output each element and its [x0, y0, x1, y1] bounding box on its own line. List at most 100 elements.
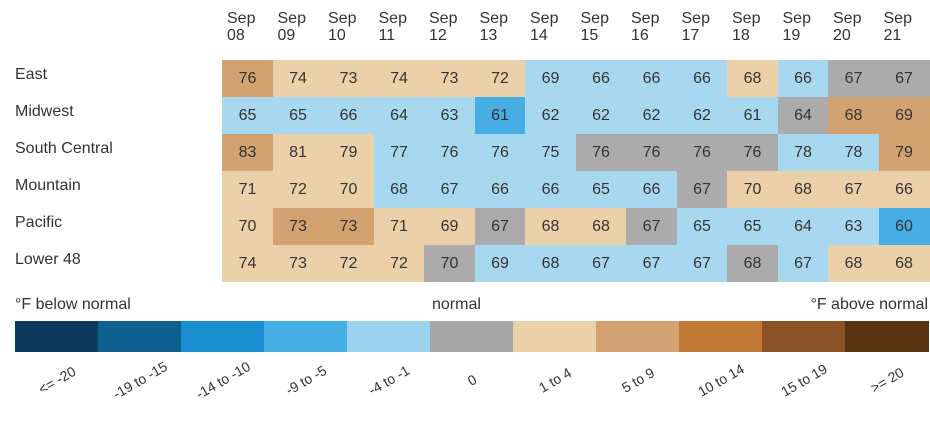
heatmap-cell: 66 — [777, 60, 829, 97]
column-label: Sep 09 — [277, 10, 306, 44]
heatmap-cell: 66 — [575, 60, 627, 97]
legend-label: <= -20 — [34, 362, 79, 398]
heatmap-cell: 74 — [222, 245, 273, 282]
row-label: South Central — [15, 140, 113, 157]
heatmap-cell: 69 — [878, 97, 930, 134]
heatmap-cell: 70 — [222, 208, 273, 245]
legend-title-right: °F above normal — [810, 296, 928, 313]
heatmap-cell: 76 — [626, 134, 677, 171]
heatmap-cell: 83 — [222, 134, 273, 171]
heatmap-cell: 68 — [878, 245, 930, 282]
legend-swatch — [679, 321, 763, 352]
heatmap-cell: 64 — [373, 97, 425, 134]
heatmap-cell: 69 — [474, 245, 526, 282]
legend-title-center: normal — [432, 296, 481, 313]
legend-label: -19 to -15 — [109, 358, 170, 402]
heatmap-cell: 71 — [222, 171, 273, 208]
heatmap-cell: 68 — [525, 208, 576, 245]
heatmap-cell: 66 — [474, 171, 526, 208]
heatmap-cell: 76 — [424, 134, 475, 171]
heatmap-cell: 78 — [828, 134, 879, 171]
heatmap-cell: 68 — [828, 97, 879, 134]
column-label: Sep 10 — [328, 10, 357, 44]
heatmap-cell: 67 — [575, 245, 627, 282]
heatmap-cell: 76 — [474, 134, 526, 171]
heatmap-cell: 66 — [676, 60, 728, 97]
heatmap-cell: 76 — [575, 134, 627, 171]
column-label: Sep 19 — [782, 10, 811, 44]
legend-swatch — [430, 321, 514, 352]
heatmap-cell: 67 — [626, 208, 677, 245]
heatmap-cell: 74 — [272, 60, 324, 97]
heatmap-cell: 67 — [424, 171, 475, 208]
row-label: East — [15, 66, 48, 83]
heatmap-cell: 64 — [777, 208, 829, 245]
column-label: Sep 17 — [681, 10, 710, 44]
heatmap-cell: 62 — [676, 97, 728, 134]
heatmap-cell: 70 — [323, 171, 374, 208]
column-label: Sep 21 — [883, 10, 912, 44]
heatmap-cell: 66 — [626, 171, 677, 208]
legend-label: 10 to 14 — [694, 360, 747, 400]
heatmap-cell: 69 — [525, 60, 576, 97]
heatmap-cell: 72 — [373, 245, 425, 282]
legend-label: 5 to 9 — [618, 364, 657, 396]
heatmap-cell: 68 — [727, 245, 778, 282]
heatmap-cell: 65 — [575, 171, 627, 208]
row-label: Lower 48 — [15, 251, 81, 268]
heatmap-cell: 76 — [676, 134, 728, 171]
heatmap-cell: 79 — [323, 134, 374, 171]
heatmap-cell: 67 — [474, 208, 526, 245]
heatmap-cell: 62 — [626, 97, 677, 134]
heatmap-cell: 74 — [373, 60, 425, 97]
heatmap-cell: 81 — [272, 134, 324, 171]
heatmap-cell: 73 — [272, 245, 324, 282]
heatmap-cell: 67 — [828, 171, 879, 208]
heatmap-cell: 66 — [323, 97, 374, 134]
heatmap-cell: 65 — [272, 97, 324, 134]
heatmap-cell: 67 — [676, 245, 728, 282]
legend-swatch — [15, 321, 99, 352]
legend-label: 1 to 4 — [535, 364, 574, 396]
legend-label: 15 to 19 — [777, 360, 830, 400]
heatmap-cell: 78 — [777, 134, 829, 171]
heatmap-cell: 76 — [727, 134, 778, 171]
legend-swatch — [762, 321, 846, 352]
column-label: Sep 18 — [732, 10, 761, 44]
legend-swatch — [347, 321, 431, 352]
row-label: Pacific — [15, 214, 63, 231]
heatmap-cell: 67 — [626, 245, 677, 282]
heatmap-cell: 73 — [323, 60, 374, 97]
heatmap-cell: 70 — [727, 171, 778, 208]
heatmap-cell: 68 — [828, 245, 879, 282]
heatmap-cell: 65 — [676, 208, 728, 245]
heatmap-cell: 69 — [424, 208, 475, 245]
heatmap-cell: 61 — [474, 97, 526, 134]
legend-label: >= 20 — [866, 364, 907, 396]
legend-swatch — [264, 321, 348, 352]
heatmap-cell: 79 — [878, 134, 930, 171]
heatmap-cell: 68 — [777, 171, 829, 208]
heatmap-cell: 76 — [222, 60, 273, 97]
column-label: Sep 15 — [580, 10, 609, 44]
legend-swatch — [181, 321, 265, 352]
heatmap-cell: 67 — [676, 171, 728, 208]
column-label: Sep 16 — [631, 10, 660, 44]
heatmap-cell: 73 — [272, 208, 324, 245]
heatmap-cell: 65 — [222, 97, 273, 134]
heatmap-cell: 63 — [828, 208, 879, 245]
column-label: Sep 20 — [833, 10, 862, 44]
heatmap-cell: 71 — [373, 208, 425, 245]
legend-label: -14 to -10 — [192, 358, 253, 402]
heatmap-cell: 67 — [878, 60, 930, 97]
heatmap-cell: 66 — [525, 171, 576, 208]
heatmap-cell: 66 — [626, 60, 677, 97]
heatmap-cell: 64 — [777, 97, 829, 134]
heatmap-cell: 66 — [878, 171, 930, 208]
heatmap-cell: 67 — [828, 60, 879, 97]
legend-title-left: °F below normal — [15, 296, 131, 313]
heatmap-cell: 68 — [727, 60, 778, 97]
heatmap-cell: 77 — [373, 134, 425, 171]
legend-label: -9 to -5 — [282, 361, 329, 399]
row-label: Midwest — [15, 103, 74, 120]
